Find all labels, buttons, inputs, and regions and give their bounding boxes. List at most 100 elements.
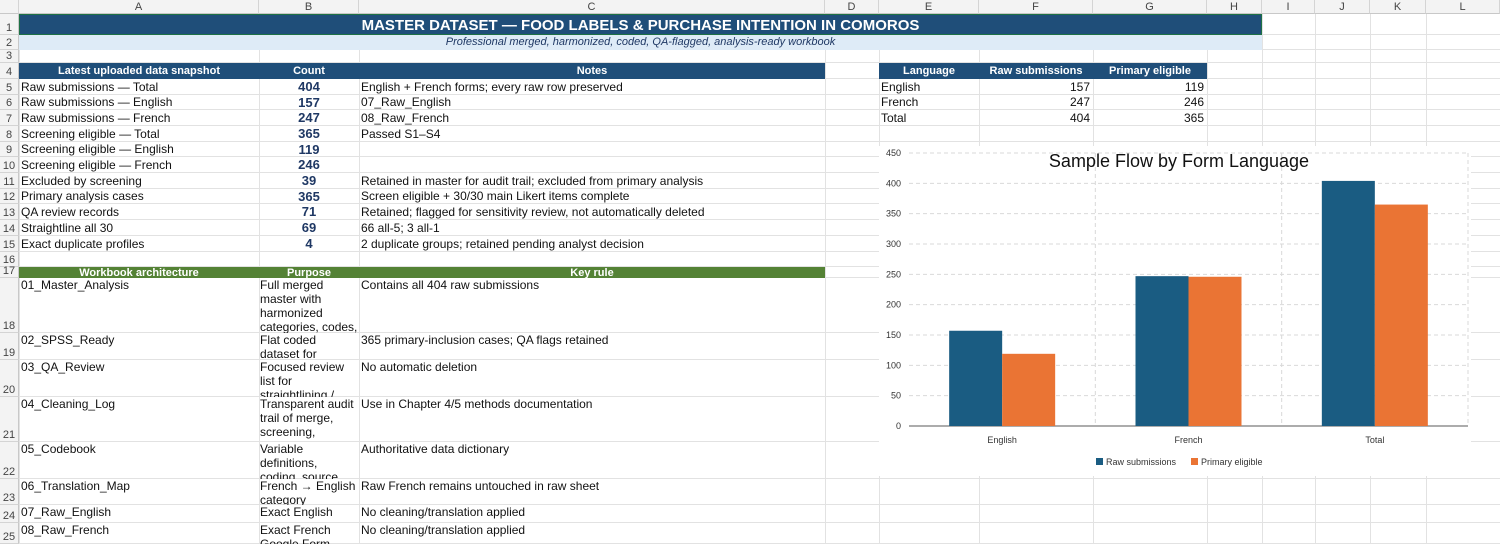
architecture-rule[interactable]: Raw French remains untouched in raw shee… — [361, 479, 600, 493]
snapshot-note[interactable]: English + French forms; every raw row pr… — [361, 80, 623, 94]
architecture-sheet-name[interactable]: 01_Master_Analysis — [21, 278, 130, 292]
column-header-f[interactable]: F — [979, 0, 1093, 14]
row-header-8[interactable]: 8 — [0, 126, 19, 142]
row-header-18[interactable]: 18 — [0, 278, 19, 333]
architecture-purpose[interactable]: Full merged master with harmonized categ… — [260, 278, 358, 333]
architecture-sheet-name[interactable]: 08_Raw_French — [21, 523, 110, 537]
snapshot-note[interactable]: 66 all-5; 3 all-1 — [361, 221, 440, 235]
snapshot-count[interactable]: 71 — [301, 204, 317, 219]
language-raw-count[interactable]: 157 — [1069, 80, 1090, 94]
column-header-h[interactable]: H — [1207, 0, 1262, 14]
snapshot-label[interactable]: Raw submissions — Total — [21, 80, 159, 94]
architecture-purpose[interactable]: Focused review list for straightlining / — [260, 360, 345, 397]
row-header-6[interactable]: 6 — [0, 95, 19, 110]
row-header-14[interactable]: 14 — [0, 220, 19, 236]
row-header-15[interactable]: 15 — [0, 236, 19, 252]
architecture-rule[interactable]: Contains all 404 raw submissions — [361, 278, 540, 292]
row-header-2[interactable]: 2 — [0, 35, 19, 50]
language-eligible-count[interactable]: 246 — [1183, 95, 1204, 109]
architecture-purpose[interactable]: Exact English — [260, 505, 333, 519]
snapshot-note[interactable]: Passed S1–S4 — [361, 127, 441, 141]
row-header-24[interactable]: 24 — [0, 505, 19, 523]
architecture-purpose[interactable]: Flat coded dataset for statistical — [260, 333, 317, 360]
architecture-rule[interactable]: Use in Chapter 4/5 methods documentation — [361, 397, 593, 411]
column-header-b[interactable]: B — [259, 0, 359, 14]
column-header-g[interactable]: G — [1093, 0, 1207, 14]
row-header-3[interactable]: 3 — [0, 50, 19, 63]
row-header-17[interactable]: 17 — [0, 265, 19, 278]
column-header-a[interactable]: A — [19, 0, 259, 14]
snapshot-count[interactable]: 39 — [301, 173, 317, 188]
architecture-rule[interactable]: 365 primary-inclusion cases; QA flags re… — [361, 333, 609, 347]
snapshot-note[interactable]: 2 duplicate groups; retained pending ana… — [361, 237, 644, 251]
architecture-sheet-name[interactable]: 05_Codebook — [21, 442, 96, 456]
row-header-20[interactable]: 20 — [0, 360, 19, 397]
column-header-j[interactable]: J — [1315, 0, 1370, 14]
sample-flow-chart[interactable]: 0 50 100 150 200 250 300 350 400 450 English French… — [879, 146, 1471, 476]
architecture-purpose[interactable]: Variable definitions, coding, source que… — [260, 442, 339, 479]
snapshot-note[interactable]: Screen eligible + 30/30 main Likert item… — [361, 189, 630, 203]
language-name[interactable]: English — [881, 80, 921, 94]
row-header-1[interactable]: 1 — [0, 14, 19, 35]
architecture-sheet-name[interactable]: 04_Cleaning_Log — [21, 397, 116, 411]
snapshot-count[interactable]: 69 — [301, 220, 317, 235]
row-header-10[interactable]: 10 — [0, 157, 19, 173]
architecture-rule[interactable]: No automatic deletion — [361, 360, 478, 374]
row-header-21[interactable]: 21 — [0, 397, 19, 442]
architecture-rule[interactable]: Authoritative data dictionary — [361, 442, 510, 456]
row-header-12[interactable]: 12 — [0, 189, 19, 204]
snapshot-label[interactable]: Raw submissions — French — [21, 111, 171, 125]
row-header-25[interactable]: 25 — [0, 523, 19, 544]
snapshot-label[interactable]: Exact duplicate profiles — [21, 237, 145, 251]
snapshot-label[interactable]: Straightline all 30 — [21, 221, 114, 235]
snapshot-count[interactable]: 246 — [298, 157, 320, 172]
column-header-k[interactable]: K — [1370, 0, 1426, 14]
snapshot-note[interactable]: 07_Raw_English — [361, 95, 452, 109]
snapshot-label[interactable]: Screening eligible — French — [21, 158, 172, 172]
language-eligible-count[interactable]: 365 — [1183, 111, 1204, 125]
language-raw-count[interactable]: 404 — [1069, 111, 1090, 125]
column-header-l[interactable]: L — [1426, 0, 1500, 14]
select-all-corner[interactable] — [0, 0, 19, 14]
row-header-4[interactable]: 4 — [0, 63, 19, 79]
snapshot-note[interactable] — [361, 142, 823, 157]
architecture-purpose[interactable]: Exact French Google Form — [260, 523, 331, 544]
architecture-sheet-name[interactable]: 02_SPSS_Ready — [21, 333, 115, 347]
snapshot-label[interactable]: Screening eligible — English — [21, 142, 174, 156]
architecture-sheet-name[interactable]: 03_QA_Review — [21, 360, 105, 374]
language-name[interactable]: Total — [881, 111, 907, 125]
architecture-purpose[interactable]: French → English category — [260, 479, 356, 505]
snapshot-count[interactable]: 247 — [298, 110, 320, 125]
row-header-23[interactable]: 23 — [0, 479, 19, 505]
row-header-16[interactable]: 16 — [0, 252, 19, 267]
snapshot-note[interactable] — [361, 157, 823, 173]
row-header-5[interactable]: 5 — [0, 79, 19, 95]
snapshot-label[interactable]: QA review records — [21, 205, 120, 219]
architecture-purpose[interactable]: Transparent audit trail of merge, screen… — [260, 397, 354, 439]
column-header-i[interactable]: I — [1262, 0, 1315, 14]
snapshot-label[interactable]: Excluded by screening — [21, 174, 142, 188]
snapshot-label[interactable]: Raw submissions — English — [21, 95, 173, 109]
column-header-c[interactable]: C — [359, 0, 825, 14]
snapshot-count[interactable]: 365 — [298, 189, 320, 204]
snapshot-note[interactable]: 08_Raw_French — [361, 111, 450, 125]
architecture-sheet-name[interactable]: 06_Translation_Map — [21, 479, 130, 493]
snapshot-count[interactable]: 157 — [298, 95, 320, 110]
column-header-e[interactable]: E — [879, 0, 979, 14]
row-header-7[interactable]: 7 — [0, 110, 19, 126]
row-header-11[interactable]: 11 — [0, 173, 19, 189]
snapshot-label[interactable]: Primary analysis cases — [21, 189, 144, 203]
column-header-d[interactable]: D — [825, 0, 879, 14]
row-header-13[interactable]: 13 — [0, 204, 19, 220]
language-eligible-count[interactable]: 119 — [1184, 80, 1204, 94]
snapshot-note[interactable]: Retained in master for audit trail; excl… — [361, 174, 704, 188]
snapshot-count[interactable]: 365 — [298, 126, 320, 141]
architecture-rule[interactable]: No cleaning/translation applied — [361, 523, 526, 537]
row-header-19[interactable]: 19 — [0, 333, 19, 360]
snapshot-count[interactable]: 119 — [298, 142, 320, 157]
snapshot-note[interactable]: Retained; flagged for sensitivity review… — [361, 205, 705, 219]
language-name[interactable]: French — [881, 95, 919, 109]
row-header-9[interactable]: 9 — [0, 142, 19, 157]
row-header-22[interactable]: 22 — [0, 442, 19, 479]
architecture-rule[interactable]: No cleaning/translation applied — [361, 505, 526, 519]
